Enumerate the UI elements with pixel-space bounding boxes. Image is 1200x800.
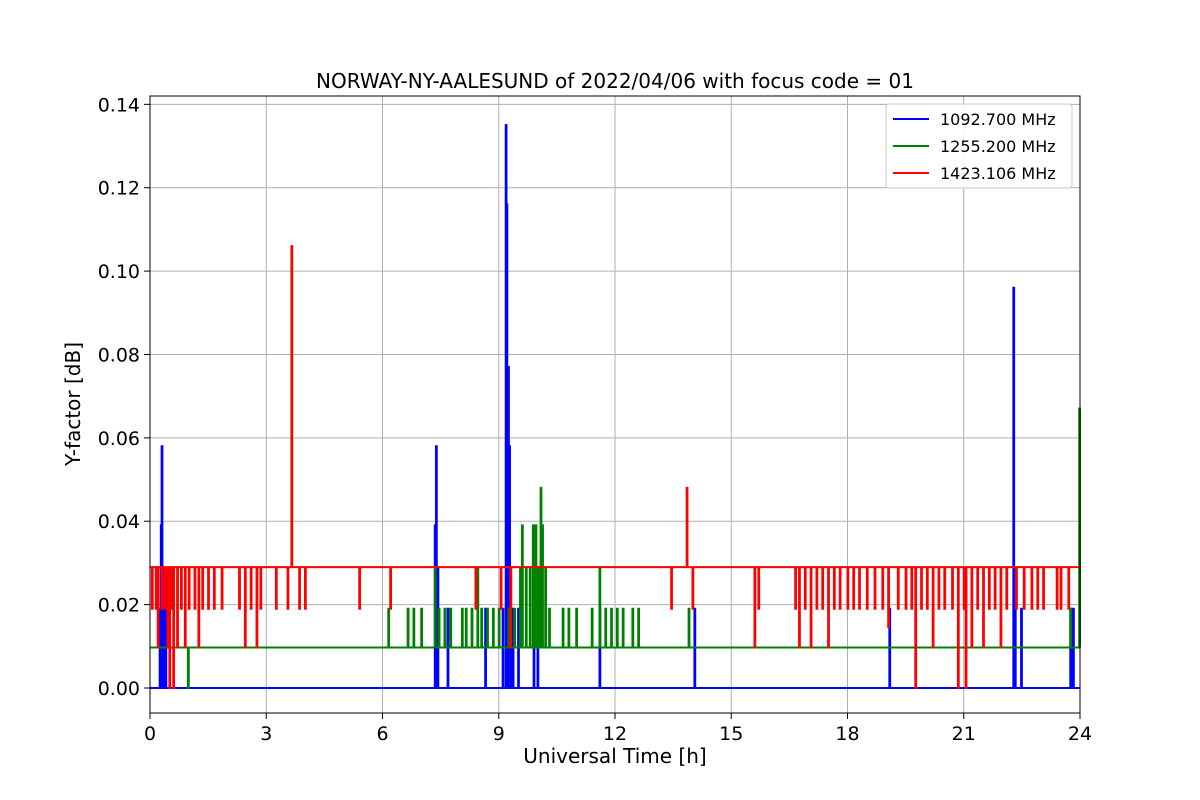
x-axis-ticks: 0 3 6 9 12 15 18 21 24 <box>144 713 1092 745</box>
x-tick-label: 12 <box>603 723 627 745</box>
x-tick-label: 24 <box>1068 723 1092 745</box>
x-tick-label: 21 <box>952 723 976 745</box>
legend-label: 1255.200 MHz <box>940 137 1056 156</box>
x-axis-title: Universal Time [h] <box>523 744 706 768</box>
y-tick-label: 0.08 <box>98 344 140 366</box>
series-line-1 <box>150 407 1081 689</box>
series-2 <box>150 245 1080 689</box>
y-tick-label: 0.14 <box>98 94 140 116</box>
x-tick-label: 6 <box>376 723 388 745</box>
y-axis-title: Y-factor [dB] <box>61 342 85 467</box>
legend-box <box>885 103 1073 189</box>
y-axis-ticks: 0.00 0.02 0.04 0.06 0.08 0.10 0.12 0.14 <box>98 94 150 700</box>
series-line-2 <box>150 245 1080 689</box>
legend-label: 1423.106 MHz <box>940 164 1056 183</box>
series-layer <box>150 124 1081 689</box>
x-tick-label: 15 <box>719 723 743 745</box>
legend: 1092.700 MHz 1255.200 MHz 1423.106 MHz <box>885 103 1073 189</box>
x-tick-label: 3 <box>260 723 272 745</box>
grid <box>149 96 1081 713</box>
x-tick-label: 9 <box>493 723 505 745</box>
chart-title: NORWAY-NY-AALESUND of 2022/04/06 with fo… <box>316 69 914 93</box>
y-tick-label: 0.02 <box>98 595 140 617</box>
y-tick-label: 0.10 <box>98 261 140 283</box>
y-tick-label: 0.04 <box>98 511 140 533</box>
x-tick-label: 18 <box>835 723 859 745</box>
x-tick-label: 0 <box>144 723 156 745</box>
y-tick-label: 0.12 <box>98 178 140 200</box>
series-1 <box>150 407 1081 689</box>
y-tick-label: 0.06 <box>98 428 140 450</box>
legend-label: 1092.700 MHz <box>940 110 1056 129</box>
y-tick-label: 0.00 <box>98 678 140 700</box>
